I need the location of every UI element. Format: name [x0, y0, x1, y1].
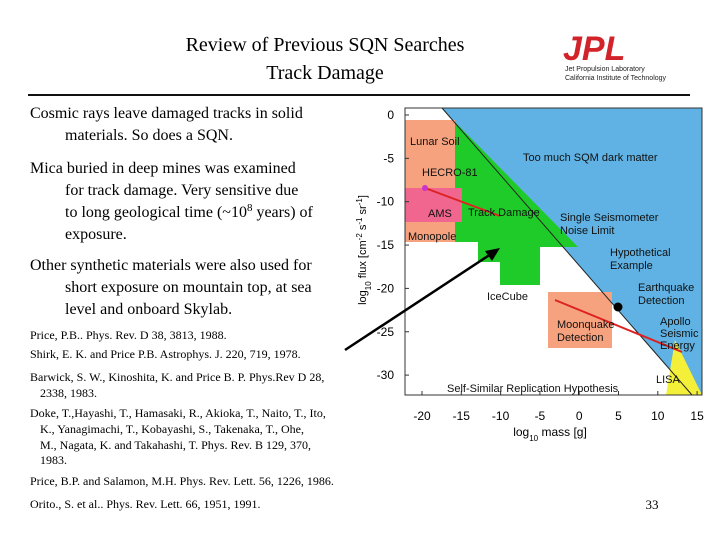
region-label: Energy: [660, 340, 695, 352]
label-part: flux [cm: [357, 240, 369, 281]
label-part: -1: [355, 198, 364, 206]
reference-line: 1983.: [40, 453, 67, 467]
boundary: [441, 107, 693, 396]
region: [548, 292, 612, 348]
region-label: Monopole: [408, 231, 456, 243]
reference-line: Orito., S. et al.. Phys. Rev. Lett. 66, …: [30, 497, 261, 511]
reference-line: Shirk, E. K. and Price P.B. Astrophys. J…: [30, 347, 301, 361]
label-part: ]: [357, 195, 369, 198]
y-tick-label: -10: [377, 195, 395, 209]
y-tick-label: -15: [377, 238, 395, 252]
x-tick-label: 0: [576, 409, 583, 423]
paragraph-line: Other synthetic materials were also used…: [30, 257, 312, 274]
region-label: Apollo: [660, 316, 691, 328]
page-number: 33: [646, 497, 659, 512]
reference-line: Price, B.P. and Salamon, M.H. Phys. Rev.…: [30, 474, 334, 488]
x-tick-label: -5: [535, 409, 546, 423]
y-tick-label: -5: [383, 151, 394, 165]
paragraph-line: for track damage. Very sensitive due: [65, 182, 298, 199]
label-part: log: [513, 425, 529, 439]
title: Review of Previous SQN Searches: [186, 34, 465, 56]
region-label: AMS: [428, 208, 452, 220]
arrow-head: [485, 248, 500, 261]
reference-line: Doke, T.,Hayashi, T., Hamasaki, R., Akio…: [30, 406, 326, 420]
point: [613, 302, 623, 312]
region-label: LISA: [656, 374, 681, 386]
point: [422, 185, 428, 191]
title: Track Damage: [266, 62, 384, 84]
label-part: -2: [355, 233, 364, 241]
region-label: Hypothetical: [610, 247, 671, 259]
label-part: -1: [355, 217, 364, 225]
reference-line: K., Yanagimachi, T., Kobayashi, S., Take…: [40, 422, 304, 436]
label-part: mass [g]: [538, 425, 587, 439]
reference-line: Barwick, S. W., Kinoshita, K. and Price …: [30, 370, 324, 384]
label-part: s: [357, 224, 369, 233]
label-part: 10: [364, 281, 373, 290]
paragraph-line: to long geological time (~108 years) of: [65, 202, 314, 221]
y-tick-label: -20: [377, 281, 395, 295]
region-label: Lunar Soil: [410, 136, 460, 148]
x-axis-label: log10 mass [g]: [513, 425, 587, 443]
region-label: Detection: [638, 295, 684, 307]
logo-text: Jet Propulsion Laboratory: [565, 66, 645, 73]
region-label: Example: [610, 260, 653, 272]
region-label: Seismic: [660, 328, 699, 340]
y-tick-label: 0: [387, 108, 394, 122]
paragraph-line: materials. So does a SQN.: [65, 127, 233, 144]
region-label: Moonquake: [557, 319, 615, 331]
logo: JPL: [563, 30, 625, 68]
reference-line: Price, P.B.. Phys. Rev. D 38, 3813, 1988…: [30, 328, 227, 342]
reference-line: M., Nagata, K. and Takahashi, T. Phys. R…: [40, 438, 311, 452]
y-tick-label: -25: [377, 325, 395, 339]
paragraph-line: Mica buried in deep mines was examined: [30, 160, 296, 177]
curve: [554, 299, 683, 353]
region-label: Too much SQM dark matter: [523, 152, 658, 164]
text-part: years) of: [252, 204, 313, 221]
x-tick-label: -20: [413, 409, 431, 423]
paragraph-line: level and onboard Skylab.: [65, 301, 232, 318]
region: [666, 340, 702, 395]
x-tick-label: -15: [453, 409, 471, 423]
x-tick-label: 15: [690, 409, 704, 423]
logo-text: California Institute of Technology: [565, 75, 667, 82]
region-label: Detection: [557, 332, 603, 344]
y-tick-label: -30: [377, 368, 395, 382]
y-axis-label: log10 flux [cm-2 s-1 sr-1]: [355, 195, 373, 305]
paragraph-line: short exposure on mountain top, at sea: [65, 279, 312, 296]
paragraph-line: Cosmic rays leave damaged tracks in soli…: [30, 105, 303, 122]
region-label: Single Seismometer: [560, 212, 659, 224]
reference-line: 2338, 1983.: [40, 386, 97, 400]
region-label: Self-Similar Replication Hypothesis: [447, 383, 619, 395]
paragraph-line: exposure.: [65, 226, 127, 243]
x-tick-label: 5: [615, 409, 622, 423]
plot-frame: [404, 107, 703, 396]
x-tick-label: -10: [492, 409, 510, 423]
label-part: 10: [529, 434, 538, 443]
region-label: Noise Limit: [560, 225, 614, 237]
label-part: sr: [357, 205, 369, 218]
text-part: to long geological time (~10: [65, 204, 247, 221]
region-label: Track Damage: [468, 207, 540, 219]
curve: [424, 187, 501, 217]
superscript: 8: [247, 202, 253, 214]
region-label: IceCube: [487, 291, 528, 303]
x-tick-label: 10: [651, 409, 665, 423]
figure: log10 flux [cm-2 s-1 sr-1] log10 mass [g…: [355, 107, 704, 443]
arrow: [344, 250, 495, 352]
label-part: log: [357, 290, 369, 305]
region-label: Earthquake: [638, 282, 694, 294]
region-label: HECRO-81: [422, 167, 478, 179]
region: [455, 122, 578, 285]
